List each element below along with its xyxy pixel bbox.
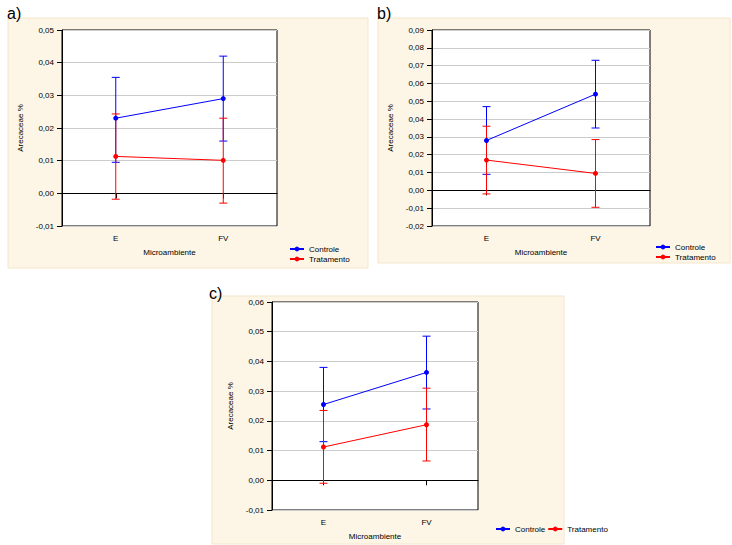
svg-text:Tratamento: Tratamento (309, 255, 350, 264)
svg-text:0,05: 0,05 (408, 97, 424, 106)
svg-text:0,03: 0,03 (248, 387, 264, 396)
svg-text:0,00: 0,00 (408, 186, 424, 195)
svg-text:Arecaceae %: Arecaceae % (16, 104, 25, 152)
svg-text:0,00: 0,00 (248, 476, 264, 485)
svg-text:Microambiente: Microambiente (349, 532, 402, 541)
svg-text:0,05: 0,05 (38, 26, 54, 35)
svg-text:0,00: 0,00 (38, 189, 54, 198)
svg-text:-0,01: -0,01 (36, 222, 55, 231)
svg-text:0,02: 0,02 (248, 416, 264, 425)
svg-text:-0,01: -0,01 (406, 204, 425, 213)
svg-text:E: E (484, 234, 489, 243)
svg-text:0,01: 0,01 (248, 446, 264, 455)
svg-text:Tratamento: Tratamento (675, 253, 716, 262)
svg-text:a): a) (7, 5, 21, 22)
svg-text:0,06: 0,06 (248, 298, 264, 307)
svg-text:0,04: 0,04 (38, 58, 54, 67)
svg-text:-0,01: -0,01 (246, 506, 265, 515)
svg-text:0,05: 0,05 (248, 327, 264, 336)
svg-text:0,01: 0,01 (38, 156, 54, 165)
svg-text:FV: FV (218, 234, 229, 243)
svg-text:0,08: 0,08 (408, 43, 424, 52)
svg-text:FV: FV (421, 518, 432, 527)
svg-text:0,03: 0,03 (38, 91, 54, 100)
svg-text:FV: FV (590, 234, 601, 243)
svg-text:Tratamento: Tratamento (567, 525, 608, 534)
svg-text:Arecaceae %: Arecaceae % (226, 382, 235, 430)
svg-text:E: E (113, 234, 118, 243)
svg-text:0,06: 0,06 (408, 79, 424, 88)
svg-text:E: E (321, 518, 326, 527)
svg-text:0,03: 0,03 (408, 132, 424, 141)
svg-text:0,04: 0,04 (408, 115, 424, 124)
svg-text:Microambiente: Microambiente (143, 248, 196, 257)
svg-text:0,01: 0,01 (408, 168, 424, 177)
svg-text:0,02: 0,02 (38, 124, 54, 133)
svg-text:0,02: 0,02 (408, 150, 424, 159)
svg-text:b): b) (377, 5, 391, 22)
svg-text:c): c) (209, 285, 222, 302)
svg-text:Controle: Controle (515, 525, 546, 534)
svg-text:Controle: Controle (309, 245, 340, 254)
svg-text:0,04: 0,04 (248, 357, 264, 366)
svg-text:Microambiente: Microambiente (515, 248, 568, 257)
svg-text:Arecaceae %: Arecaceae % (386, 104, 395, 152)
svg-text:-0,02: -0,02 (406, 222, 425, 231)
svg-text:0,07: 0,07 (408, 61, 424, 70)
svg-text:0,09: 0,09 (408, 26, 424, 35)
svg-text:Controle: Controle (675, 243, 706, 252)
